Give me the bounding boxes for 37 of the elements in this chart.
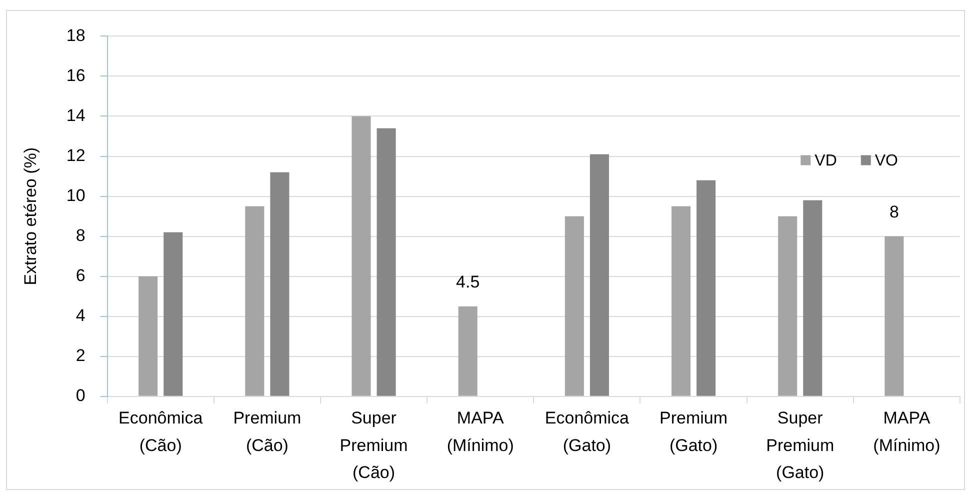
bar [671, 206, 691, 396]
data-label: 4.5 [456, 272, 480, 292]
bar [245, 206, 264, 396]
x-tick-label: Econômica (Cão) [118, 408, 204, 455]
bar [696, 180, 716, 396]
bar [803, 200, 822, 396]
bar [590, 154, 609, 396]
x-tick-label: MAPA (Mínimo) [873, 408, 940, 455]
bar [376, 128, 396, 396]
legend-label: VO [874, 152, 898, 170]
x-tick-label: Premium (Gato) [660, 408, 728, 455]
bar [270, 172, 290, 396]
y-tick-label: 12 [66, 146, 86, 165]
bar [778, 216, 798, 396]
bar [564, 216, 584, 396]
bar [352, 116, 371, 396]
y-tick-label: 16 [66, 66, 86, 85]
y-tick-label: 14 [66, 106, 86, 125]
x-tick-label: Super Premium (Cão) [340, 408, 408, 482]
bar [884, 236, 904, 396]
x-tick-label: MAPA (Mínimo) [446, 408, 514, 455]
y-tick-label: 4 [76, 306, 86, 326]
x-tick-label: Premium (Cão) [233, 408, 302, 455]
y-axis-title: Extrato etéreo (%) [20, 147, 40, 286]
y-tick-label: 2 [76, 346, 86, 366]
bar [458, 306, 478, 396]
x-tick-label: Super Premium (Gato) [766, 408, 834, 482]
y-tick-label: 8 [76, 226, 86, 245]
y-tick-label: 6 [76, 266, 86, 286]
bar [164, 232, 183, 396]
x-tick-label: Econômica (Gato) [544, 408, 630, 455]
data-label: 8 [889, 202, 899, 222]
y-tick-label: 10 [66, 186, 86, 205]
y-tick-label: 18 [66, 26, 86, 45]
legend-label: VD [814, 152, 837, 170]
y-tick-label: 0 [76, 386, 86, 406]
bar [138, 276, 158, 396]
